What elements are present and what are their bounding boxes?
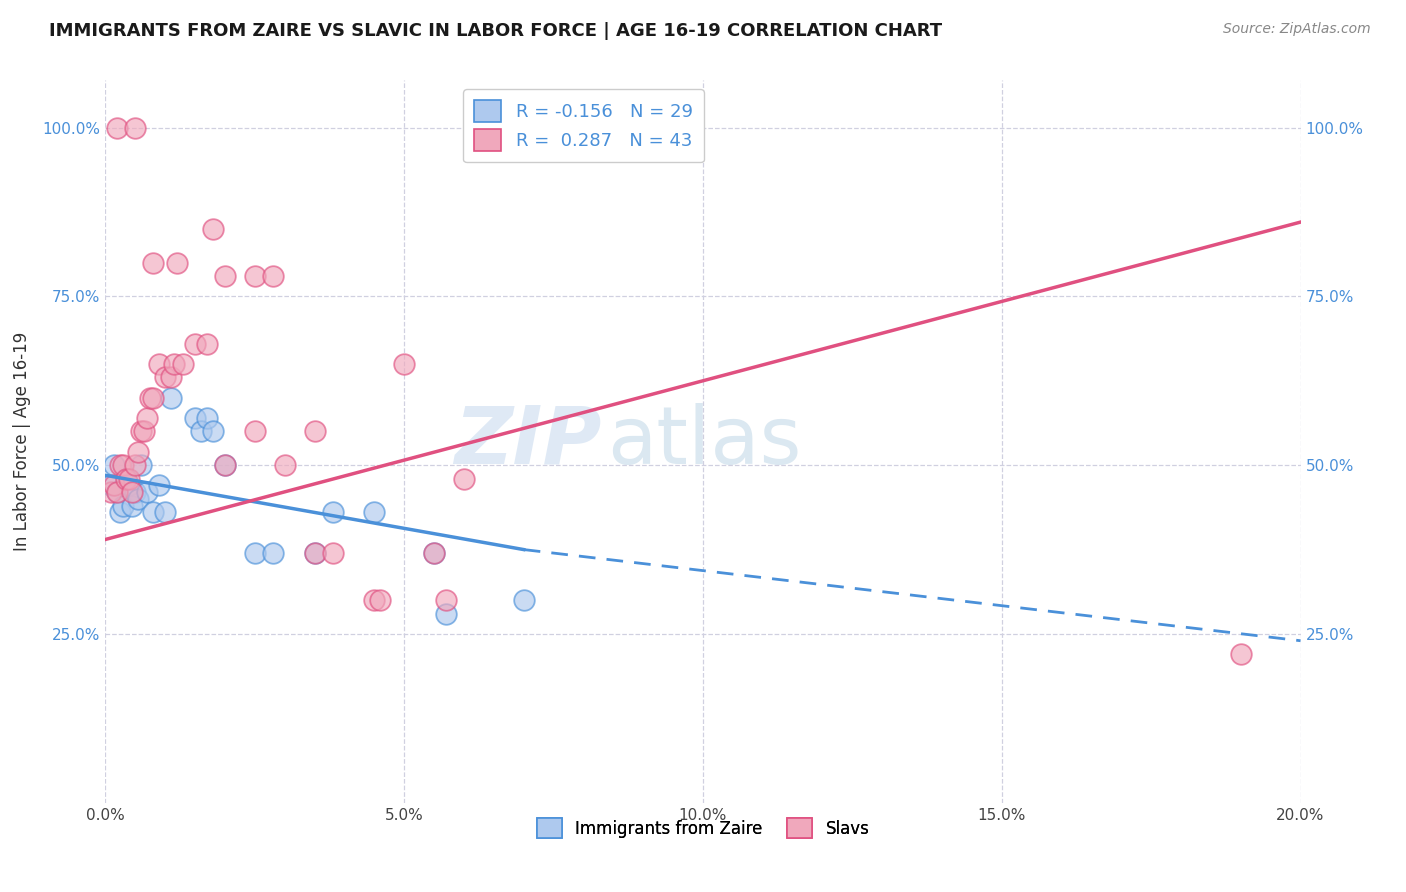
Point bbox=[124, 485, 146, 500]
Point bbox=[110, 458, 132, 472]
Text: Source: ZipAtlas.com: Source: ZipAtlas.com bbox=[1223, 22, 1371, 37]
Point bbox=[202, 222, 225, 236]
Point bbox=[1229, 647, 1251, 661]
Point bbox=[124, 120, 146, 135]
Point bbox=[321, 505, 343, 519]
Point bbox=[134, 425, 156, 439]
Point bbox=[160, 391, 183, 405]
Point bbox=[115, 472, 138, 486]
Point bbox=[243, 425, 266, 439]
Point bbox=[103, 458, 125, 472]
Point bbox=[214, 458, 236, 472]
Point bbox=[195, 411, 218, 425]
Point bbox=[513, 593, 536, 607]
Point bbox=[142, 505, 165, 519]
Legend: Immigrants from Zaire, Slavs: Immigrants from Zaire, Slavs bbox=[530, 812, 876, 845]
Point bbox=[273, 458, 295, 472]
Point bbox=[100, 478, 122, 492]
Point bbox=[321, 546, 343, 560]
Point bbox=[195, 336, 218, 351]
Point bbox=[262, 546, 284, 560]
Point bbox=[103, 478, 125, 492]
Point bbox=[262, 269, 284, 284]
Point bbox=[184, 411, 207, 425]
Point bbox=[304, 546, 326, 560]
Point bbox=[153, 370, 177, 384]
Point bbox=[112, 458, 135, 472]
Point bbox=[148, 357, 170, 371]
Point bbox=[142, 391, 165, 405]
Point bbox=[214, 269, 236, 284]
Point bbox=[304, 546, 326, 560]
Point bbox=[107, 485, 129, 500]
Point bbox=[172, 357, 194, 371]
Point bbox=[214, 458, 236, 472]
Point bbox=[110, 505, 132, 519]
Point bbox=[166, 255, 188, 269]
Point bbox=[118, 478, 141, 492]
Point bbox=[127, 491, 149, 506]
Point bbox=[121, 499, 143, 513]
Point bbox=[304, 425, 326, 439]
Point bbox=[190, 425, 212, 439]
Point bbox=[107, 120, 129, 135]
Point bbox=[100, 485, 122, 500]
Point bbox=[127, 444, 149, 458]
Point bbox=[163, 357, 186, 371]
Point bbox=[129, 425, 153, 439]
Point bbox=[148, 478, 170, 492]
Point bbox=[121, 485, 143, 500]
Point bbox=[160, 370, 183, 384]
Point bbox=[107, 485, 129, 500]
Point bbox=[136, 485, 159, 500]
Point bbox=[139, 391, 162, 405]
Text: ZIP: ZIP bbox=[454, 402, 602, 481]
Point bbox=[363, 593, 385, 607]
Point bbox=[434, 593, 457, 607]
Point bbox=[368, 593, 391, 607]
Point bbox=[142, 255, 165, 269]
Text: atlas: atlas bbox=[607, 402, 801, 481]
Point bbox=[453, 472, 475, 486]
Point bbox=[202, 425, 225, 439]
Point bbox=[124, 458, 146, 472]
Point bbox=[136, 411, 159, 425]
Point bbox=[423, 546, 446, 560]
Point bbox=[129, 458, 153, 472]
Point bbox=[153, 505, 177, 519]
Point bbox=[423, 546, 446, 560]
Point bbox=[363, 505, 385, 519]
Point bbox=[243, 269, 266, 284]
Point bbox=[392, 357, 416, 371]
Point bbox=[115, 472, 138, 486]
Point bbox=[243, 546, 266, 560]
Point bbox=[112, 499, 135, 513]
Point bbox=[434, 607, 457, 621]
Point bbox=[118, 472, 141, 486]
Y-axis label: In Labor Force | Age 16-19: In Labor Force | Age 16-19 bbox=[14, 332, 31, 551]
Point bbox=[184, 336, 207, 351]
Text: IMMIGRANTS FROM ZAIRE VS SLAVIC IN LABOR FORCE | AGE 16-19 CORRELATION CHART: IMMIGRANTS FROM ZAIRE VS SLAVIC IN LABOR… bbox=[49, 22, 942, 40]
